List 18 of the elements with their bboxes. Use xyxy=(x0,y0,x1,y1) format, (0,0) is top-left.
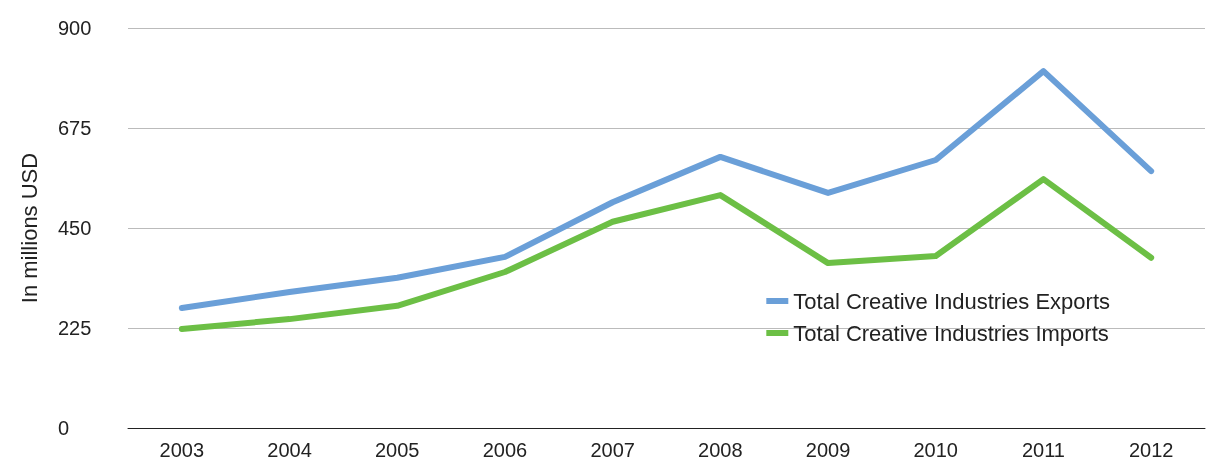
y-axis-title: In millions USD xyxy=(16,152,42,304)
x-tick-label: 2006 xyxy=(482,439,528,461)
x-tick-label: 2008 xyxy=(698,439,743,461)
x-tick-label: 2011 xyxy=(1021,439,1065,461)
y-tick-label: 225 xyxy=(58,317,92,339)
x-tick-label: 2007 xyxy=(590,439,635,461)
legend-label: Total Creative Industries Exports xyxy=(793,288,1111,314)
legend-label: Total Creative Industries Imports xyxy=(793,320,1109,346)
x-tick-label: 2005 xyxy=(375,439,420,461)
x-tick-label: 2004 xyxy=(267,439,312,461)
x-tick-label: 2009 xyxy=(805,439,851,461)
y-tick-label: 900 xyxy=(58,17,92,39)
x-tick-label: 2003 xyxy=(159,439,205,461)
y-tick-label: 450 xyxy=(58,217,92,239)
y-tick-label: 675 xyxy=(58,117,92,139)
y-tick-label: 0 xyxy=(58,417,70,439)
x-tick-label: 2010 xyxy=(913,439,958,461)
x-tick-label: 2012 xyxy=(1128,439,1174,461)
